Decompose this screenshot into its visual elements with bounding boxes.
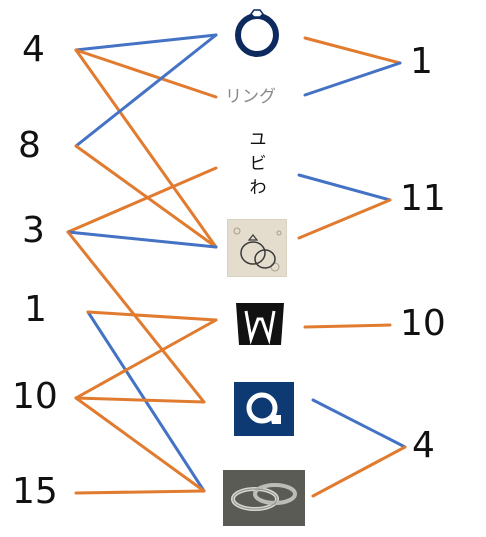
link-right-ring_kana-1 [303,61,402,97]
ring-sketch-photo [227,219,287,277]
link-right-logo_q-4 [311,398,407,449]
q-logo-icon [234,382,294,436]
link-left-10-ring_photo [74,396,206,493]
w-logo-icon [236,303,284,345]
left-number-3: 3 [22,210,45,251]
right-number-4: 4 [412,425,435,466]
yubiwa-char: ビ [249,154,267,174]
link-left-8-ring_sketch [74,144,218,249]
link-left-10-logo_w [74,318,218,400]
link-right-ring_sketch-11 [297,198,392,240]
link-left-15-ring_photo [74,489,206,495]
link-right-yubiwa-11 [297,173,392,202]
ring-kana-label: リング [225,87,276,107]
wedding-rings-photo [223,470,305,526]
right-number-11: 11 [400,178,446,219]
link-left-4-ring_sketch [74,48,218,249]
left-number-10: 10 [12,376,58,417]
left-number-15: 15 [12,471,58,512]
right-number-10: 10 [400,303,446,344]
link-left-8-ring_icon [74,33,218,148]
yubiwa-char: ユ [249,130,267,150]
right-number-1: 1 [410,41,433,82]
link-left-4-ring_icon [74,33,218,52]
left-number-8: 8 [18,125,41,166]
left-number-4: 4 [22,29,45,70]
link-right-ring_icon-1 [303,36,402,65]
yubiwa-char: わ [249,178,267,198]
ring-outline-icon [235,9,279,57]
link-right-ring_photo-4 [311,445,407,498]
link-left-10-logo_q [74,396,206,404]
link-right-logo_w-10 [303,323,392,329]
link-left-4-ring_kana [74,48,218,99]
link-left-3-yubiwa [66,166,218,234]
link-left-3-logo_q [66,230,206,404]
link-left-1-logo_w [86,310,218,322]
link-left-3-ring_sketch [66,230,218,249]
yubiwa-vertical-text: ユ ビ わ [246,128,270,200]
left-number-1: 1 [24,289,47,330]
